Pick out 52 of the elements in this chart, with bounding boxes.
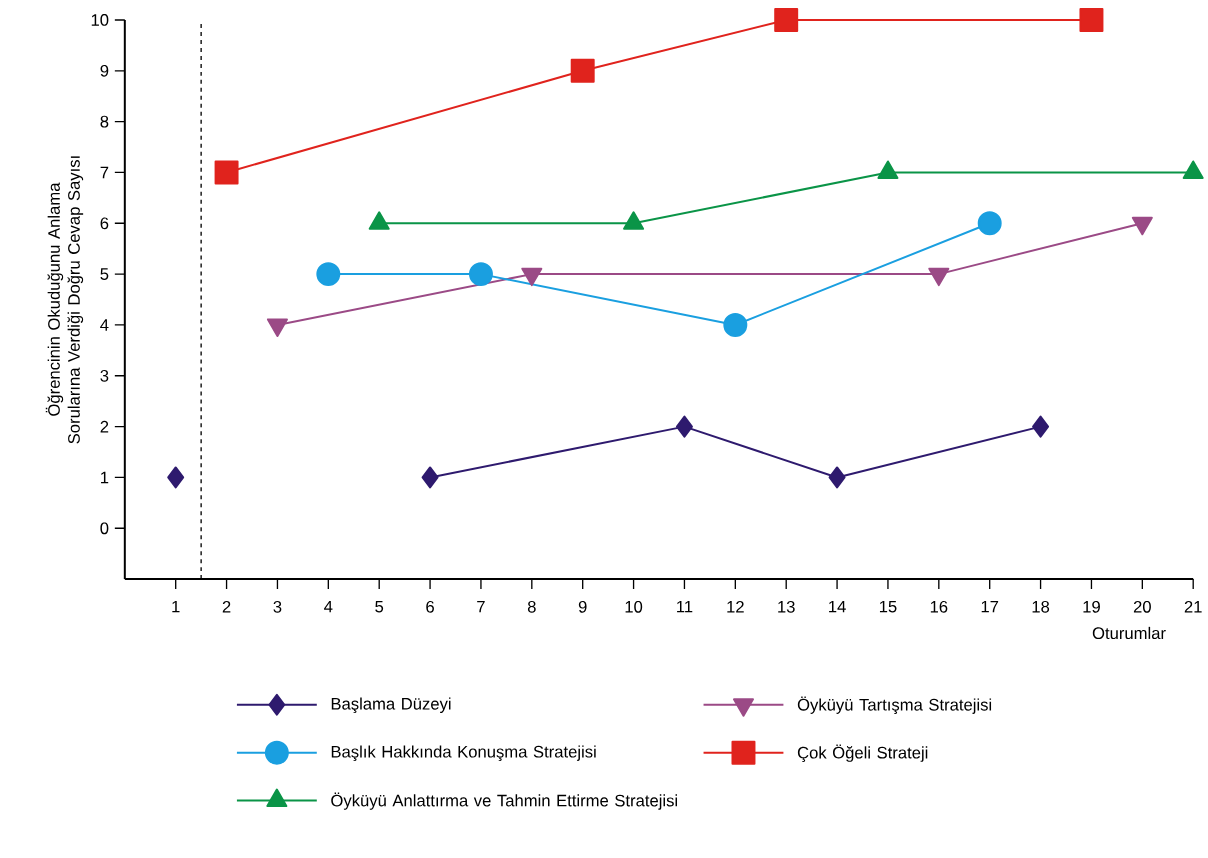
y-tick-label: 10 [91, 14, 109, 27]
y-tick-label: 6 [100, 217, 109, 230]
x-tick-label: 16 [930, 601, 948, 613]
point [774, 8, 799, 33]
point [570, 58, 595, 83]
x-tick-label: 18 [1032, 601, 1050, 613]
x-tick-label: 12 [727, 601, 744, 613]
x-tick-label: 7 [477, 601, 485, 613]
y-tick-label: 9 [100, 65, 109, 77]
y-tick-label: 0 [100, 522, 109, 535]
x-tick-label: 2 [222, 601, 231, 613]
x-tick-label: 17 [981, 601, 999, 613]
x-tick-label: 13 [778, 601, 795, 613]
legend-label: Başlama Düzeyi [331, 697, 451, 714]
point [977, 211, 1002, 236]
x-tick-label: 8 [527, 601, 536, 613]
point [828, 466, 846, 489]
point [1079, 8, 1104, 33]
y-tick-label: 8 [100, 115, 109, 128]
x-tick-label: 21 [1184, 601, 1202, 613]
y-tick-label: 5 [100, 268, 109, 281]
x-tick-label: 20 [1133, 601, 1151, 613]
y-tick-label: 2 [100, 420, 109, 433]
point [1032, 415, 1050, 438]
y-tick-label: 3 [100, 370, 109, 382]
x-tick-label: 9 [578, 601, 587, 613]
x-tick-label: 10 [625, 601, 643, 613]
x-tick-label: 5 [375, 601, 384, 613]
point [167, 466, 185, 489]
y-tick-label: 7 [100, 166, 109, 179]
legend-label: Çok Öğeli Strateji [797, 744, 928, 763]
x-tick-label: 1 [172, 601, 180, 613]
x-tick-label: 11 [677, 601, 693, 613]
x-tick-label: 14 [829, 601, 846, 613]
point [214, 160, 239, 185]
point [675, 415, 693, 438]
x-tick-label: 15 [879, 601, 897, 613]
point [316, 262, 341, 287]
x-tick-label: 3 [273, 601, 282, 613]
point [723, 313, 748, 338]
x-tick-label: 6 [426, 601, 434, 613]
y-axis-title: Öğrencinin Okuduğunu Anlama Sorularına Verdiği Doğru Cevap Sayısı [45, 156, 84, 444]
point [421, 466, 439, 489]
y-tick-label: 4 [100, 319, 109, 331]
legend-label: Öyküyü Tartışma Stratejisi [797, 696, 992, 715]
x-axis-title: Oturumlar [1092, 627, 1166, 640]
point [468, 262, 493, 287]
y-tick-label: 1 [101, 471, 109, 484]
x-tick-label: 4 [324, 601, 333, 613]
legend-label: Öyküyü Anlattırma ve Tahmin Ettirme Stratejisi [331, 792, 678, 810]
x-tick-label: 19 [1083, 601, 1100, 613]
legend-label: Başlık Hakkında Konuşma Stratejisi [331, 745, 596, 762]
